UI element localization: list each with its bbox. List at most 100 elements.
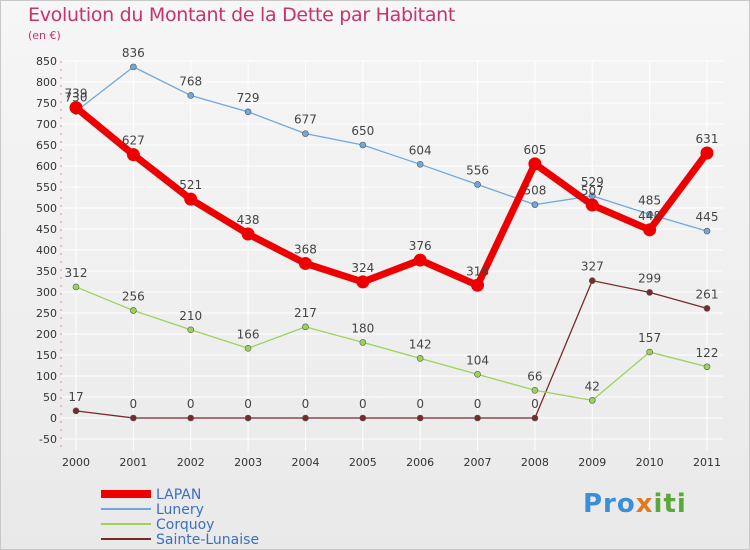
data-label-lapan: 376 <box>409 239 432 253</box>
point-corquoy <box>72 283 80 291</box>
data-label-corquoy: 157 <box>638 331 661 345</box>
data-label-corquoy: 312 <box>65 266 88 280</box>
data-label-lunery: 729 <box>237 91 260 105</box>
y-tick-label: -50 <box>39 433 57 446</box>
x-tick-label: 2006 <box>406 456 434 469</box>
data-label-sainte-lunaise: 261 <box>696 287 719 301</box>
y-tick-label: 450 <box>36 223 57 236</box>
point-sainte-lunaise <box>646 289 653 296</box>
point-sainte-lunaise <box>187 414 195 422</box>
x-tick-label: 2007 <box>464 456 492 469</box>
point-lunery <box>187 92 195 99</box>
point-lunery <box>302 130 309 137</box>
point-lapan <box>69 101 83 115</box>
data-label-sainte-lunaise: 0 <box>474 397 482 411</box>
point-sainte-lunaise <box>130 414 137 422</box>
data-label-lapan: 739 <box>65 87 88 101</box>
legend-label-lunery: Lunery <box>156 502 204 518</box>
data-label-lapan: 316 <box>466 264 489 278</box>
point-corquoy <box>244 344 252 352</box>
y-tick-label: 800 <box>36 76 57 89</box>
y-tick-label: 200 <box>36 328 57 341</box>
y-tick-label: 400 <box>36 244 57 257</box>
point-lunery <box>474 181 481 188</box>
series-line-lunery <box>75 66 708 232</box>
data-label-sainte-lunaise: 17 <box>68 390 83 404</box>
data-label-lunery: 836 <box>122 46 145 60</box>
logo-part-3: iti <box>653 489 687 519</box>
x-tick-label: 2009 <box>578 456 606 469</box>
point-sainte-lunaise <box>588 277 596 284</box>
point-lapan <box>184 192 198 206</box>
point-lunery <box>244 108 252 116</box>
data-label-lapan: 507 <box>581 184 604 198</box>
legend-label-lapan: LAPAN <box>156 487 201 503</box>
y-tick-label: 50 <box>43 391 57 404</box>
logo-part-2: x <box>635 489 654 519</box>
data-label-sainte-lunaise: 0 <box>359 397 367 411</box>
point-lapan <box>126 148 140 162</box>
point-corquoy <box>416 355 424 362</box>
point-lapan <box>413 253 427 267</box>
y-tick-label: 150 <box>36 349 57 362</box>
data-label-lunery: 529 <box>581 175 604 189</box>
data-label-sainte-lunaise: 327 <box>581 260 604 274</box>
point-lunery <box>130 63 137 71</box>
point-corquoy <box>646 348 653 356</box>
data-label-lapan: 627 <box>122 134 145 148</box>
x-tick-label: 2000 <box>62 456 90 469</box>
data-label-lapan: 631 <box>696 132 719 146</box>
data-label-corquoy: 66 <box>527 369 542 383</box>
point-sainte-lunaise <box>72 407 80 415</box>
data-label-lunery: 556 <box>466 163 489 177</box>
point-corquoy <box>187 326 195 334</box>
point-lunery <box>703 227 711 235</box>
series-line-sainte-lunaise <box>75 280 708 419</box>
data-label-corquoy: 142 <box>409 337 432 351</box>
data-label-corquoy: 210 <box>179 309 202 323</box>
data-label-corquoy: 42 <box>585 379 600 393</box>
series-line-corquoy <box>75 286 708 402</box>
point-sainte-lunaise <box>359 414 367 422</box>
data-label-lapan: 605 <box>523 143 546 157</box>
data-label-corquoy: 166 <box>237 327 260 341</box>
point-sainte-lunaise <box>244 414 252 422</box>
y-tick-label: 600 <box>36 160 57 173</box>
point-corquoy <box>359 339 367 346</box>
point-lunery <box>416 161 424 168</box>
legend-label-sainte-lunaise: Sainte-Lunaise <box>156 532 259 548</box>
point-sainte-lunaise <box>302 414 309 422</box>
y-tick-label: 100 <box>36 370 57 383</box>
y-tick-label: 850 <box>36 55 57 68</box>
y-tick-label: 750 <box>36 97 57 110</box>
data-label-sainte-lunaise: 0 <box>187 397 195 411</box>
point-lapan <box>356 275 370 289</box>
x-tick-label: 2001 <box>119 456 147 469</box>
data-label-lunery: 445 <box>696 210 719 224</box>
data-label-sainte-lunaise: 0 <box>130 397 138 411</box>
point-lapan <box>700 146 714 160</box>
point-lunery <box>359 141 367 149</box>
data-label-sainte-lunaise: 0 <box>416 397 424 411</box>
y-tick-label: 650 <box>36 139 57 152</box>
data-label-sainte-lunaise: 0 <box>244 397 252 411</box>
point-lunery <box>646 211 653 218</box>
x-tick-label: 2011 <box>693 456 721 469</box>
point-corquoy <box>130 307 137 314</box>
logo-part-1: Pro <box>583 489 636 519</box>
data-label-corquoy: 180 <box>351 321 374 335</box>
data-label-lunery: 730 <box>65 90 88 104</box>
point-lapan <box>241 227 255 241</box>
x-tick-label: 2008 <box>521 456 549 469</box>
x-tick-label: 2005 <box>349 456 377 469</box>
data-label-lunery: 650 <box>351 124 374 138</box>
data-label-lapan: 521 <box>179 178 202 192</box>
data-label-corquoy: 217 <box>294 306 317 320</box>
data-label-lunery: 768 <box>179 74 202 88</box>
data-label-sainte-lunaise: 299 <box>638 271 661 285</box>
y-tick-label: 500 <box>36 202 57 215</box>
data-label-lunery: 485 <box>638 193 661 207</box>
chart-title: Evolution du Montant de la Dette par Hab… <box>28 4 456 26</box>
